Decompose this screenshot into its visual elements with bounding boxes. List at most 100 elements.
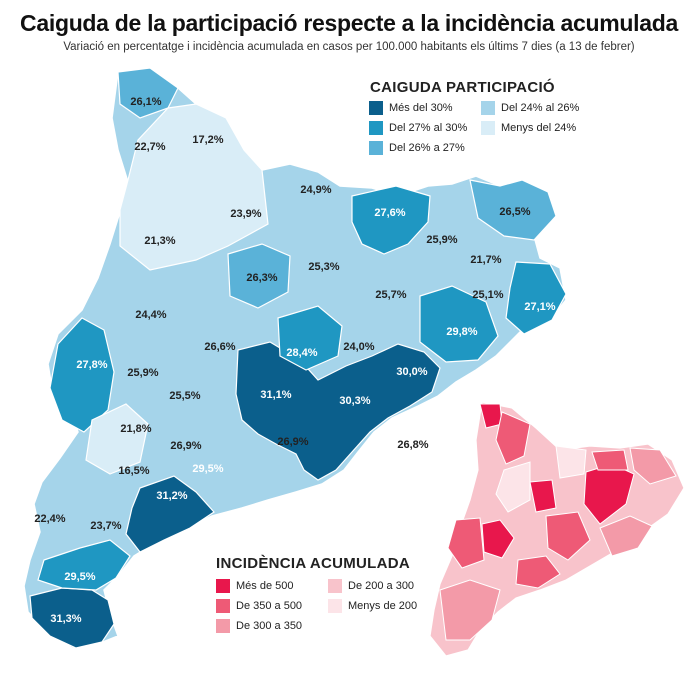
inset-region-7 [545,511,591,561]
inset-region-8 [591,449,629,471]
legend-swatch [369,121,383,135]
region-value-label: 25,3% [308,261,340,273]
region-coast-mid [419,285,499,363]
region-value-label: 22,4% [34,513,66,525]
region-value-label: 26,1% [130,96,162,108]
region-value-label: 27,8% [76,359,108,371]
region-value-label: 27,1% [524,301,556,313]
legend-swatch [369,141,383,155]
region-value-label: 29,5% [64,571,96,583]
inset-region-12 [495,461,531,513]
inset-region-5 [481,519,515,559]
region-value-label: 30,7% [348,487,380,499]
legend-swatch [216,599,230,613]
region-value-label: 24,4% [135,309,167,321]
legend-label: Menys de 200 [348,600,418,612]
region-value-label: 29,8% [446,326,478,338]
inset-region-13 [555,445,587,479]
region-value-label: 26,6% [204,341,236,353]
region-value-label: 29,5% [192,463,224,475]
legend-swatch [216,619,230,633]
map-subtitle: Variació en percentatge i incidència acu… [63,41,635,53]
region-value-label: 25,9% [127,367,159,379]
region-value-label: 26,3% [246,272,278,284]
region-value-label: 21,3% [144,235,176,247]
region-value-label: 26,9% [277,436,309,448]
legend-item: De 300 a 350 [216,619,302,633]
region-west [49,317,115,433]
inset-region-14 [515,555,561,589]
inset-region-11 [439,579,501,641]
region-center-coast [277,305,343,371]
inset-region-9 [629,447,677,485]
region-southwest-light [85,403,149,475]
region-value-label: 28,9% [426,417,458,429]
region-center-mid [227,243,291,309]
legend-label: Més de 500 [236,580,294,592]
legend-label: De 300 a 350 [236,620,303,632]
region-value-label: 30,0% [396,366,428,378]
legend-label: De 350 a 500 [236,600,303,612]
region-value-label: 31,1% [260,389,292,401]
legend-label: Del 24% al 26% [501,102,580,114]
region-value-label: 25,1% [472,289,504,301]
legend-swatch [369,101,383,115]
region-high-coast [235,341,441,481]
legend-label: Del 26% a 27% [389,142,465,154]
region-value-label: 25,7% [375,289,407,301]
region-value-label: 32,3% [246,505,278,517]
region-value-label: 21,8% [120,423,152,435]
region-value-label: 16,5% [118,465,150,477]
legend-swatch [481,121,495,135]
inset-region-3 [529,479,557,513]
inset-region-6 [447,517,485,569]
region-value-label: 26,8% [397,439,429,451]
legend-participation-title: CAIGUDA PARTICIPACIÓ [370,79,555,96]
region-south-coast [37,539,131,591]
region-pyrenees-east [469,179,557,241]
legend-item: De 200 a 300 [328,579,414,593]
legend-item: Més de 500 [216,579,293,593]
region-value-label: 24,0% [343,341,375,353]
region-value-label: 28,4% [286,347,318,359]
region-value-label: 22,7% [134,141,166,153]
region-value-label: 26,9% [170,440,202,452]
legend-incidence-title: INCIDÈNCIA ACUMULADA [216,555,411,572]
legend-item: Del 26% a 27% [369,141,465,155]
region-value-label: 17,2% [192,134,224,146]
legend-label: Menys del 24% [501,122,577,134]
region-interior-light [119,103,269,271]
legend-item: Més del 30% [369,101,453,115]
region-value-label: 31,2% [156,490,188,502]
legend-swatch [328,579,342,593]
inset-region-2 [495,411,531,465]
legend-item: De 350 a 500 [216,599,302,613]
region-value-label: 21,7% [470,254,502,266]
legend-item: Menys de 200 [328,599,417,613]
region-value-label: 28,7% [295,493,327,505]
region-south-dark [125,475,215,553]
legend-item: Menys del 24% [481,121,576,135]
map-title: Caiguda de la participació respecte a la… [20,10,678,36]
region-value-label: 30,3% [339,395,371,407]
legend-item: Del 24% al 26% [481,101,579,115]
region-value-label: 25,5% [169,390,201,402]
legend-swatch [328,599,342,613]
region-value-label: 25,9% [426,234,458,246]
legend-label: De 200 a 300 [348,580,415,592]
region-value-label: 23,9% [230,208,262,220]
region-ne-mid [351,185,431,255]
region-value-label: 26,5% [499,206,531,218]
region-value-label: 23,7% [90,520,122,532]
region-value-label: 24,9% [300,184,332,196]
legend-swatch [481,101,495,115]
region-value-label: 29,8% [208,520,240,532]
legend-label: Del 27% al 30% [389,122,468,134]
legend-label: Més del 30% [389,102,453,114]
legend-item: Del 27% al 30% [369,121,467,135]
region-value-label: 31,3% [50,613,82,625]
inset-region-10 [599,515,653,557]
region-value-label: 27,6% [374,207,406,219]
